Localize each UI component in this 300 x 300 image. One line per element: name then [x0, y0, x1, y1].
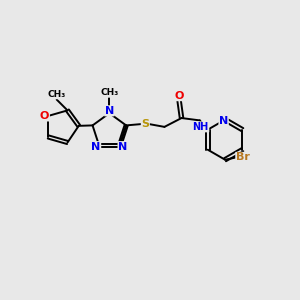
- Text: N: N: [118, 142, 127, 152]
- Text: S: S: [141, 119, 149, 129]
- Text: CH₃: CH₃: [100, 88, 118, 97]
- Text: NH: NH: [193, 122, 209, 132]
- Text: O: O: [175, 91, 184, 101]
- Text: N: N: [105, 106, 114, 116]
- Text: CH₃: CH₃: [48, 90, 66, 99]
- Text: Br: Br: [236, 152, 250, 162]
- Text: O: O: [40, 111, 50, 121]
- Text: N: N: [219, 116, 228, 126]
- Text: N: N: [92, 142, 101, 152]
